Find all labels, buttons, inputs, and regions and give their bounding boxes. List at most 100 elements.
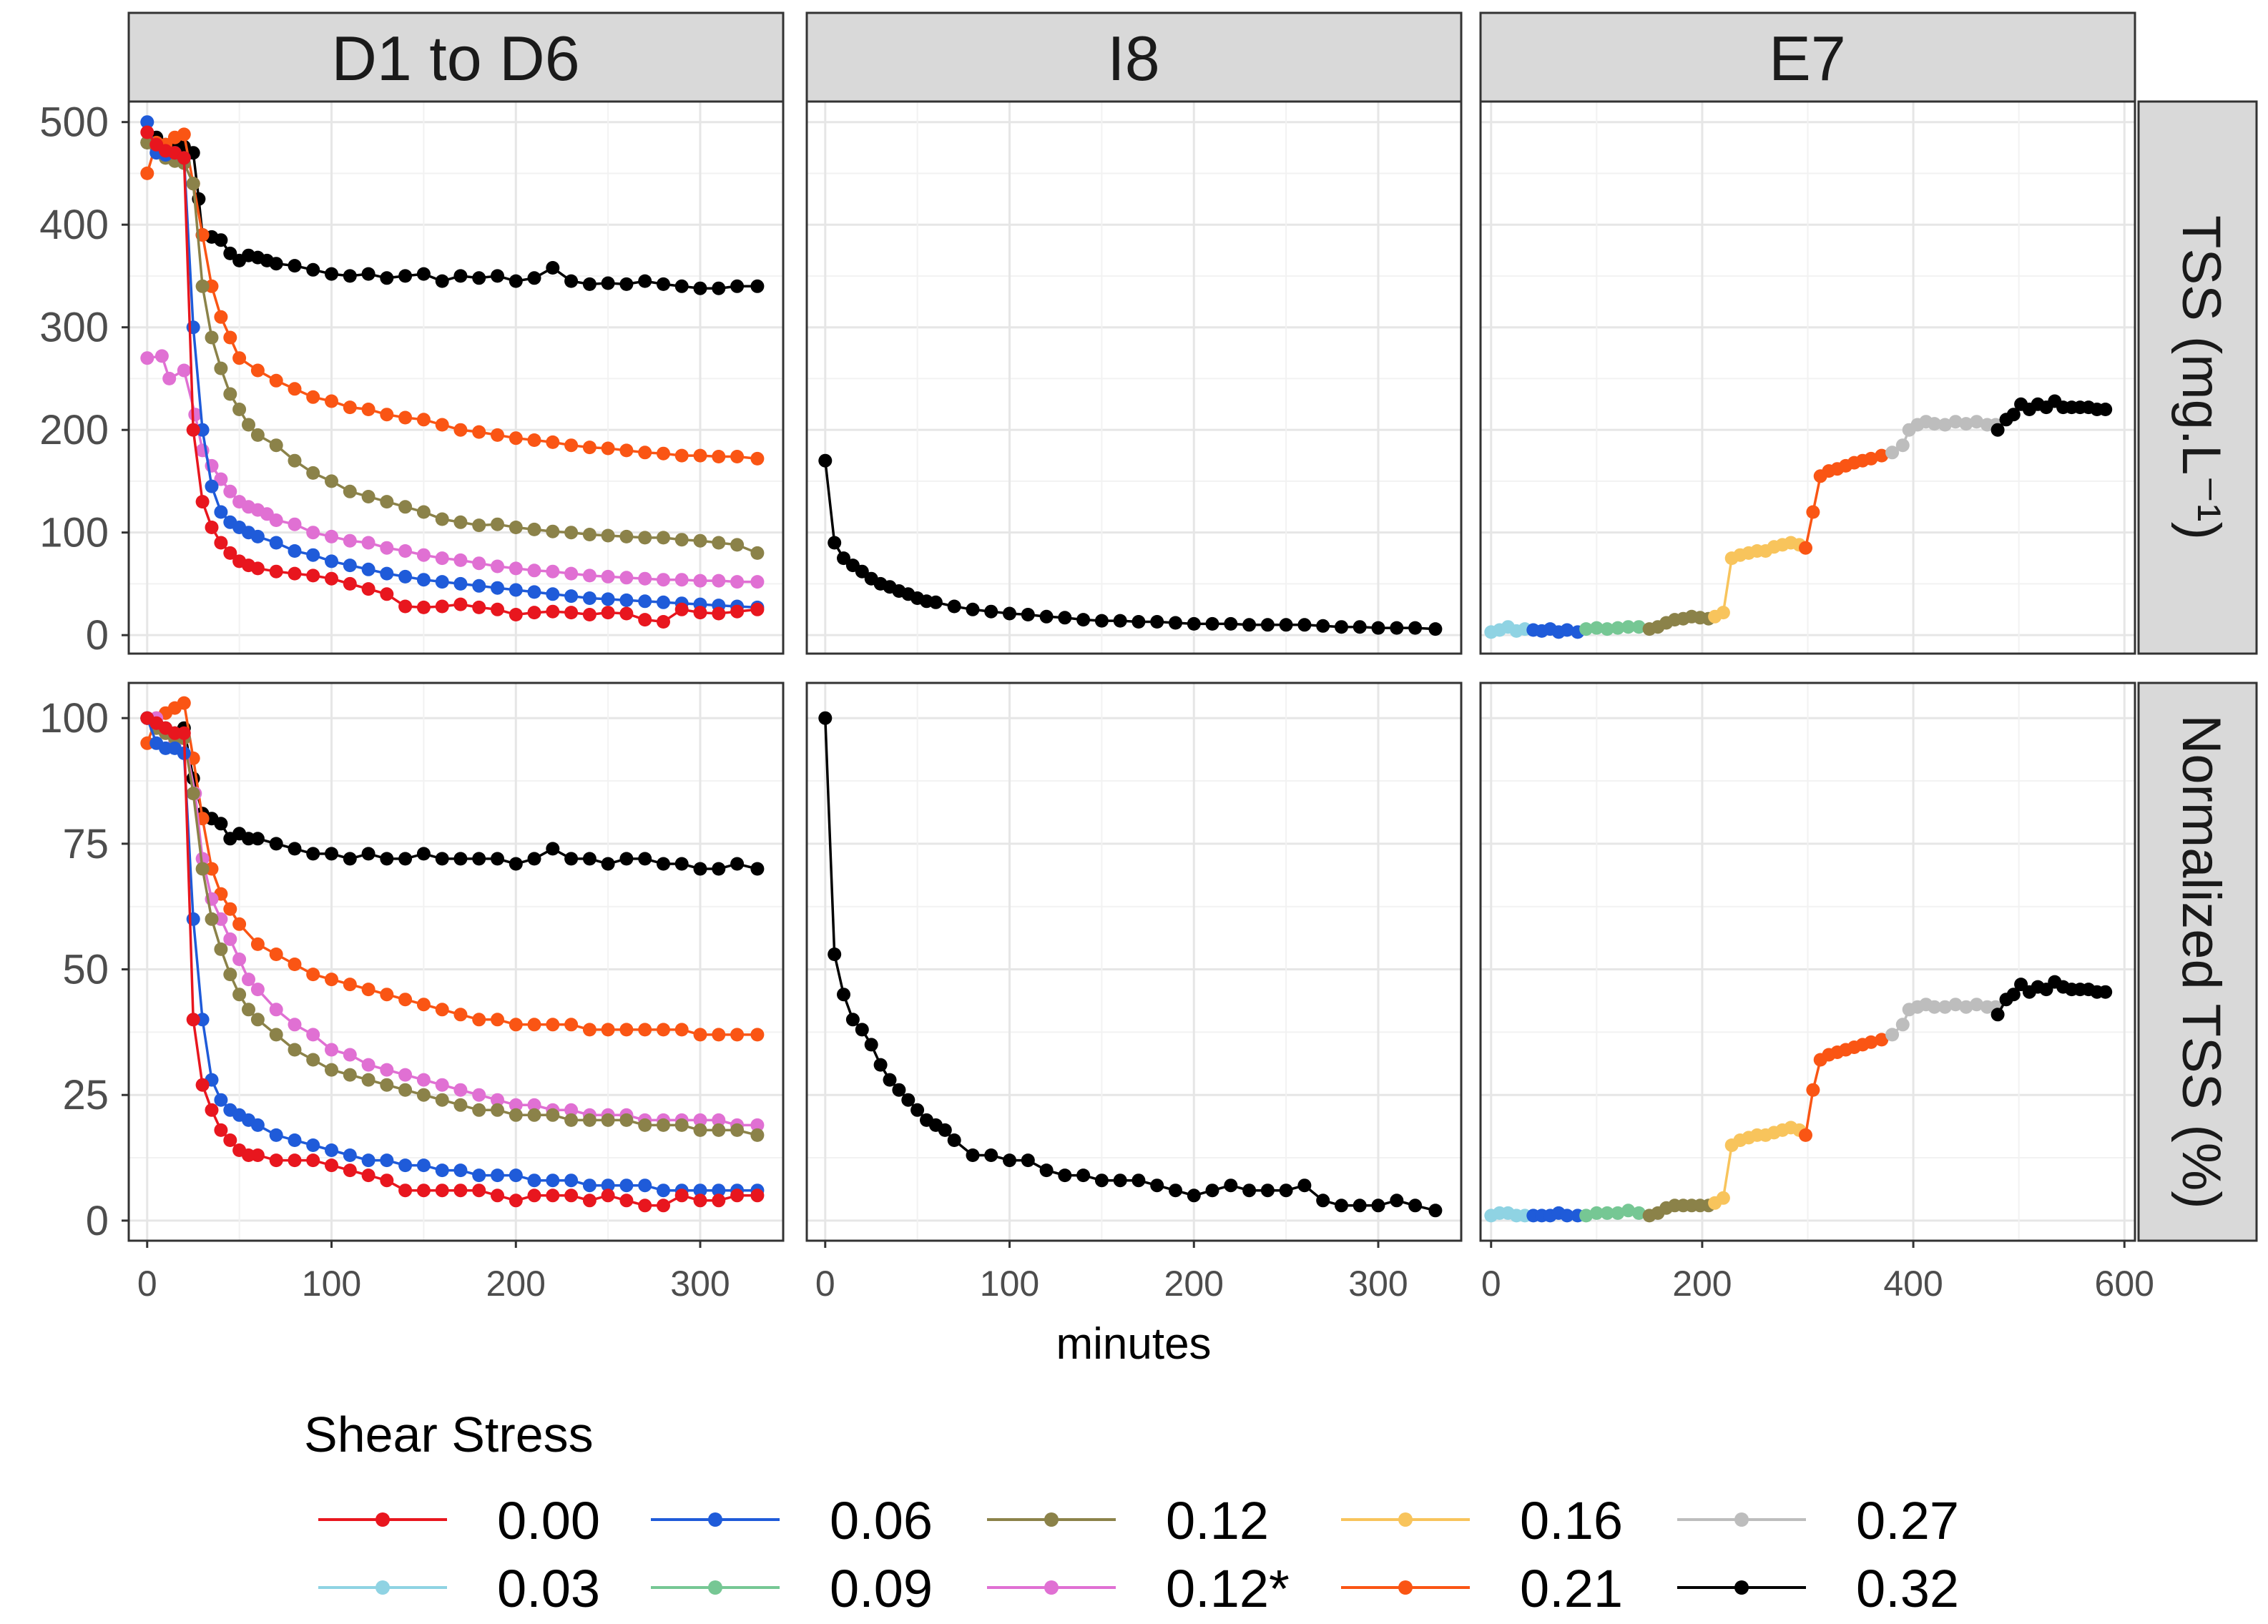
data-point-0.06 [269,1128,283,1142]
data-point-0.12 [491,517,504,531]
data-point-0.32 [1353,620,1367,634]
legend-item-0.21: 0.21 [1341,1559,1623,1618]
panel-border [805,681,1463,1242]
x-axis-title: minutes [1056,1319,1211,1369]
y-tick-label: 50 [62,947,109,993]
data-point-0.12* [380,1063,394,1077]
data-point-0.12 [361,1073,375,1087]
data-point-0.21 [306,390,320,404]
data-point-0.12 [232,988,247,1002]
data-point-0.00 [223,546,237,560]
data-point-0.32 [1058,1168,1072,1183]
data-point-0.21 [638,446,652,460]
data-point-0.00 [750,1189,765,1203]
y-tick-label: 25 [62,1072,109,1118]
strip-label-row-2: Normalized TSS (%) [2171,714,2232,1209]
data-point-0.06 [361,1153,375,1168]
data-point-0.12 [750,546,765,560]
legend-key-point [708,1580,722,1595]
data-point-0.12 [223,968,237,982]
tick-labels: 0 100 200 300 400 500 0 25 50 75 100 0 100 200 300 0 100… [39,99,2154,1304]
data-point-0.12 [343,1068,357,1082]
data-point-0.32 [750,279,765,293]
data-point-0.32 [306,262,320,277]
data-point-0.21 [288,382,302,396]
data-point-0.00 [380,1173,394,1188]
data-point-0.06 [601,592,615,606]
x-tick-label: 200 [1164,1264,1224,1304]
data-point-0.12 [619,1113,634,1127]
data-point-0.12* [712,574,726,588]
data-point-0.12* [730,575,745,589]
data-point-0.21 [750,451,765,466]
data-point-0.21 [546,435,560,449]
data-point-0.06 [712,1183,726,1198]
data-point-0.32 [416,847,431,861]
data-point-0.32 [855,564,869,579]
data-point-0.00 [288,1153,302,1168]
data-point-0.00 [546,604,560,619]
series-line-0.12* [147,717,757,1127]
data-point-0.12 [380,495,394,509]
data-point-0.09 [1579,1209,1594,1223]
data-point-0.06 [491,1168,504,1183]
data-point-0.00 [693,606,707,620]
data-point-0.09 [1579,622,1594,636]
data-point-0.27 [1938,1000,1952,1014]
data-point-0.32 [1076,613,1091,627]
data-point-0.09 [1621,620,1636,634]
data-point-0.00 [582,1194,597,1208]
data-point-0.32 [269,257,283,271]
data-point-0.32 [269,837,283,851]
data-point-0.32 [828,948,842,961]
data-point-0.12* [214,472,228,486]
data-point-0.32 [938,1123,952,1137]
data-point-0.32 [1316,1194,1330,1208]
data-point-0.16 [1716,1191,1730,1205]
data-point-0.32 [343,852,357,866]
data-point-0.00 [214,536,228,550]
data-point-0.12 [288,1043,302,1057]
data-point-0.27 [1959,417,1973,431]
data-point-0.12* [162,371,177,385]
data-point-0.32 [250,832,265,846]
data-point-0.32 [1131,1173,1146,1188]
strip-label-col-3: E7 [1769,23,1846,94]
data-point-0.32 [818,711,833,725]
data-point-0.12* [343,1048,357,1062]
data-point-0.06 [398,569,413,584]
panel-border [1479,100,2136,655]
data-point-0.12 [250,428,265,442]
data-point-0.09 [1611,621,1625,635]
data-point-0.32 [1335,1199,1348,1213]
data-point-0.12* [177,363,191,378]
x-tick-label: 0 [137,1264,157,1304]
data-point-0.21 [1799,1128,1812,1142]
data-point-0.12 [657,531,670,545]
data-point-0.00 [195,495,210,509]
data-point-0.32 [601,276,615,290]
data-point-0.00 [674,1189,689,1203]
legend-key-point [1044,1580,1059,1595]
data-point-0.21 [250,363,265,378]
data-point-0.06 [453,576,468,591]
data-point-0.21 [288,958,302,971]
data-point-0.06 [546,1173,560,1188]
data-point-0.00 [343,1163,357,1178]
data-point-0.06 [343,558,357,573]
data-point-0.32 [1021,1153,1035,1168]
data-point-0.00 [453,1183,468,1198]
data-point-0.32 [1371,621,1385,635]
data-point-0.21 [232,351,247,365]
data-point-0.09 [1621,1204,1636,1218]
panel-Normalized-I8 [805,681,1463,1242]
data-point-0.32 [657,277,670,291]
data-point-0.21 [232,917,247,931]
data-point-0.00 [674,602,689,616]
data-point-0.32 [1150,1178,1164,1193]
data-point-0.32 [966,602,980,616]
data-point-0.21 [177,127,191,142]
data-point-0.21 [306,968,320,982]
data-point-0.12* [343,533,357,548]
data-point-0.32 [619,852,634,866]
